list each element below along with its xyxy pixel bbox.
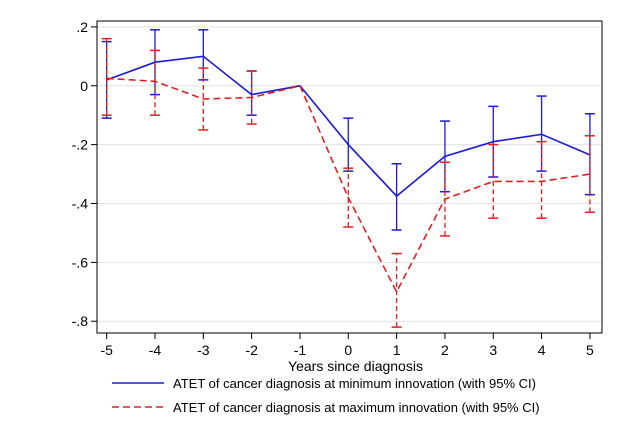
y-tick-label: -.4: [72, 195, 89, 211]
x-tick-label: 2: [441, 342, 449, 358]
x-tick-label: 3: [489, 342, 497, 358]
y-tick-label: .2: [76, 19, 88, 35]
y-axis: .2 0 -.2 -.4 -.6 -.8: [72, 19, 97, 329]
data-point: [347, 143, 350, 146]
x-tick-label: -1: [294, 342, 307, 358]
x-axis: -5 -4 -3 -2 -1 0 1 2 3 4 5: [100, 333, 594, 358]
legend-label: ATET of cancer diagnosis at minimum inno…: [173, 376, 536, 391]
y-tick-label: -.2: [72, 137, 89, 153]
y-tick-label: -.8: [72, 313, 89, 329]
data-point: [347, 196, 350, 199]
data-point: [540, 180, 543, 183]
data-point: [395, 290, 398, 293]
data-point: [492, 140, 495, 143]
y-tick-label: 0: [80, 78, 88, 94]
x-tick-label: -5: [100, 342, 113, 358]
x-axis-title: Years since diagnosis: [288, 358, 423, 374]
data-point: [250, 96, 253, 99]
data-point: [444, 198, 446, 200]
data-point: [202, 98, 205, 100]
x-tick-label: 0: [344, 342, 352, 358]
x-tick-label: -2: [245, 342, 258, 358]
data-point: [492, 180, 495, 183]
legend-label: ATET of cancer diagnosis at maximum inno…: [173, 400, 540, 415]
data-point: [540, 133, 543, 136]
x-tick-label: 4: [538, 342, 546, 358]
data-point: [395, 195, 398, 197]
y-tick-label: -.6: [72, 254, 89, 270]
data-point: [154, 80, 156, 83]
data-point: [105, 77, 108, 80]
plot-frame: [96, 20, 603, 334]
data-point: [589, 173, 591, 175]
x-tick-label: 1: [393, 342, 401, 358]
gridlines: [97, 26, 602, 322]
series-1: [101, 37, 595, 328]
data-point: [202, 55, 205, 58]
x-tick-label: 5: [586, 342, 594, 358]
data-point: [299, 84, 301, 87]
data-point: [250, 93, 253, 96]
legend: ATET of cancer diagnosis at minimum inno…: [112, 376, 540, 415]
x-tick-label: -3: [197, 342, 210, 358]
data-point: [444, 155, 446, 158]
x-tick-label: -4: [149, 342, 162, 358]
series-layer: [101, 29, 595, 328]
